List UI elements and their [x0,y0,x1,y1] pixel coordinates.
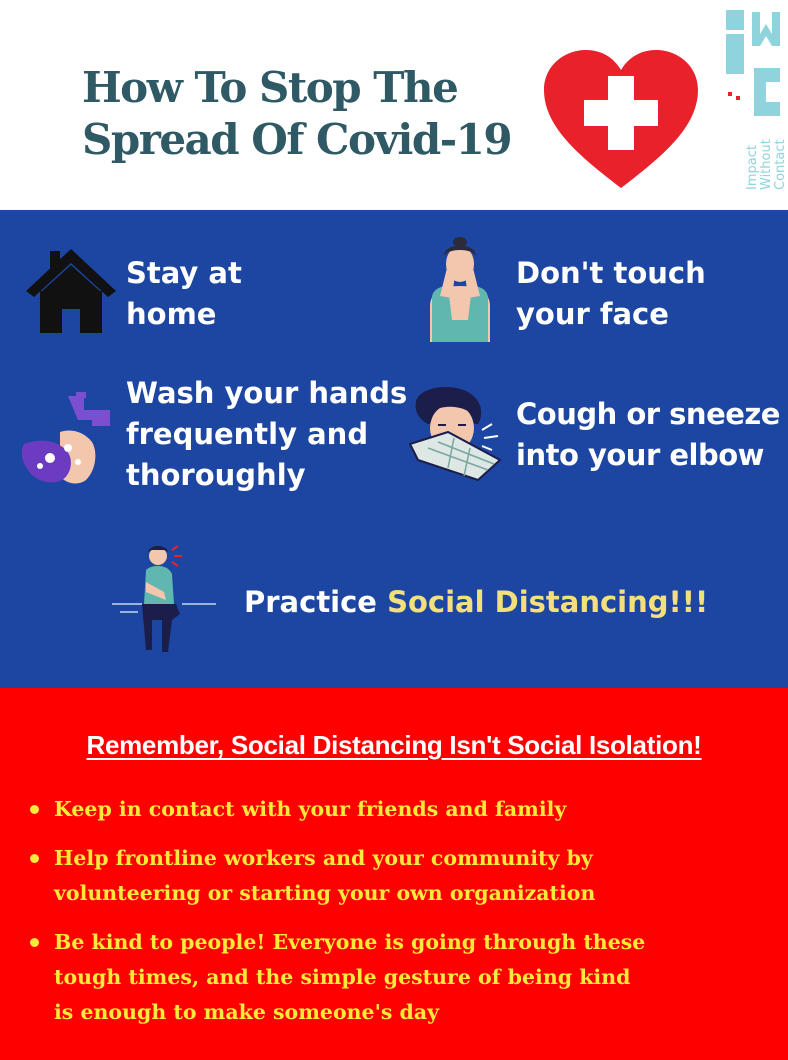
tip-social-distancing: Practice Social Distancing!!! [244,585,709,619]
heart-with-cross-icon [544,50,698,188]
tips-section [0,210,788,688]
bullet-icon [30,938,39,947]
social-distancing-highlight: Social Distancing!!! [387,585,709,619]
list-item: Help frontline workers and your communit… [30,841,730,911]
title-line-1: How To Stop The [82,63,459,112]
list-item: Keep in contact with your friends and fa… [30,792,730,827]
sneeze-icon [408,387,502,482]
remember-list: Keep in contact with your friends and fa… [30,792,730,1044]
hand-wash-icon [21,392,110,484]
iwc-logo [726,10,780,116]
remember-heading: Remember, Social Distancing Isn't Social… [86,730,702,760]
face-touch-icon [430,237,490,342]
tip-wash-hands: Wash your hands frequently and thoroughl… [126,376,408,492]
logo-text-contact: Contact [773,139,788,190]
page-title: How To Stop The Spread Of Covid-19 [82,62,522,166]
iwc-logo-text: Impact Without Contact [745,139,788,190]
tip-stay-home: Stay at home [126,256,242,331]
remember-section [0,688,788,1060]
social-distancing-icon [112,545,216,652]
tip-cough-elbow: Cough or sneeze into your elbow [516,397,780,472]
title-line-2: Spread Of Covid-19 [82,115,513,164]
list-item: Be kind to people! Everyone is going thr… [30,925,730,1030]
bullet-icon [30,854,39,863]
logo-text-without: Without [759,139,774,190]
house-icon [26,249,116,333]
bullet-icon [30,805,39,814]
logo-text-impact: Impact [745,145,760,190]
tip-dont-touch-face: Don't touch your face [516,256,706,331]
